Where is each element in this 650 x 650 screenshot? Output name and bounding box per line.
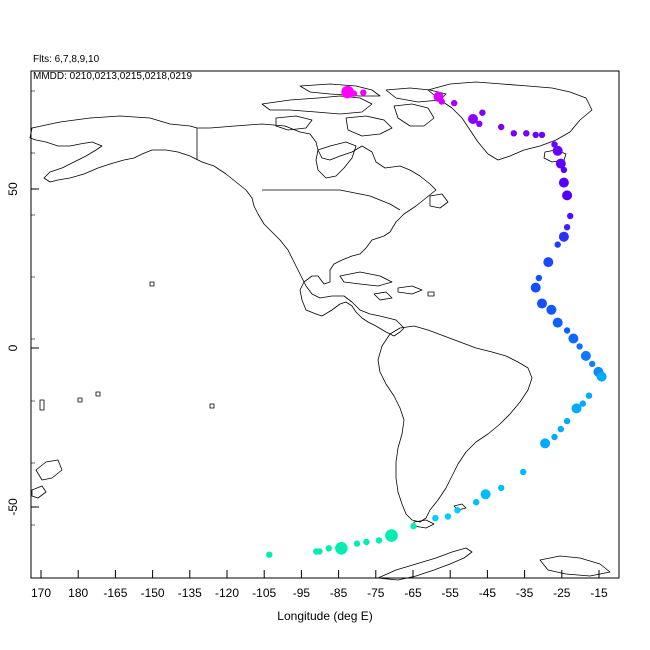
track-point xyxy=(567,212,574,220)
x-axis: 170 180 -165 -150 -135 -120 -105 -95 -85 -75 -65 -5… xyxy=(31,570,608,600)
track-point xyxy=(535,274,543,282)
track-point xyxy=(563,417,571,425)
track-point xyxy=(480,489,491,500)
track-point xyxy=(341,85,354,99)
track-point xyxy=(563,224,571,231)
y-tick-label: -50 xyxy=(6,498,20,516)
track-point xyxy=(532,131,539,139)
x-tick-label: -120 xyxy=(215,586,239,600)
track-point xyxy=(476,120,483,128)
track-point xyxy=(530,282,541,293)
track-point xyxy=(479,109,486,116)
track-point xyxy=(552,317,563,328)
track-point xyxy=(554,241,561,248)
x-tick-label: -165 xyxy=(103,586,127,600)
y-axis: 50 0 -50 xyxy=(6,90,39,526)
track-point xyxy=(571,403,582,414)
track-point xyxy=(432,514,439,522)
x-axis-title: Longitude (deg E) xyxy=(277,609,372,623)
track-point xyxy=(560,166,568,174)
track-point xyxy=(546,304,557,315)
x-tick-label: -75 xyxy=(367,586,385,600)
track-point xyxy=(557,425,564,433)
x-tick-label: 180 xyxy=(68,586,88,600)
track-point xyxy=(325,545,332,552)
x-tick-label: -55 xyxy=(442,586,460,600)
track-point xyxy=(558,177,569,188)
track-point xyxy=(313,548,320,555)
x-tick-label: -45 xyxy=(479,586,497,600)
track-point xyxy=(579,400,586,407)
track-point xyxy=(266,551,273,558)
x-tick-label: -85 xyxy=(330,586,348,600)
x-tick-label: -95 xyxy=(293,586,311,600)
track-point xyxy=(568,333,579,344)
x-tick-label: -135 xyxy=(178,586,202,600)
track-point xyxy=(498,123,505,131)
plot-frame xyxy=(30,70,620,579)
track-point xyxy=(444,513,452,520)
track-point xyxy=(576,343,583,350)
track-point xyxy=(552,145,563,156)
track-point xyxy=(468,114,478,124)
track-point xyxy=(350,90,358,97)
x-tick-label: -25 xyxy=(553,586,571,600)
track-point xyxy=(562,190,573,201)
track-point xyxy=(353,540,361,547)
x-tick-label: -15 xyxy=(590,586,608,600)
track-point xyxy=(363,538,370,546)
track-point xyxy=(520,468,527,476)
track-point xyxy=(540,438,551,449)
track-point xyxy=(335,542,348,555)
x-tick-label: -65 xyxy=(404,586,422,600)
track-point xyxy=(473,499,480,506)
flight-track-points xyxy=(266,85,607,558)
track-point xyxy=(385,529,398,542)
flights-label: Flts: 6,7,8,9,10 xyxy=(33,54,100,65)
track-point xyxy=(523,130,530,137)
track-point xyxy=(538,131,546,139)
track-point xyxy=(375,537,383,544)
track-point xyxy=(563,327,571,334)
track-point xyxy=(537,298,547,309)
track-point xyxy=(410,522,417,530)
coastline-map xyxy=(29,81,611,581)
y-tick-label: 50 xyxy=(6,182,20,196)
x-tick-label: -105 xyxy=(252,586,276,600)
track-point xyxy=(454,507,461,514)
track-point xyxy=(551,433,558,441)
track-point xyxy=(555,158,566,169)
track-point xyxy=(360,89,367,96)
track-point xyxy=(510,130,517,137)
y-tick-label: 0 xyxy=(6,344,20,351)
track-point xyxy=(558,231,569,242)
track-point xyxy=(585,392,593,399)
track-point xyxy=(580,350,591,361)
track-point xyxy=(498,484,505,492)
x-tick-label: -35 xyxy=(516,586,534,600)
track-point xyxy=(438,98,445,105)
track-point xyxy=(589,360,596,368)
track-point xyxy=(596,371,607,382)
track-point xyxy=(543,257,554,268)
x-tick-label: -150 xyxy=(141,586,165,600)
dates-label: MMDD: 0210,0213,0215,0218,0219 xyxy=(33,71,193,82)
track-point xyxy=(451,99,458,107)
x-tick-label: 170 xyxy=(31,586,51,600)
